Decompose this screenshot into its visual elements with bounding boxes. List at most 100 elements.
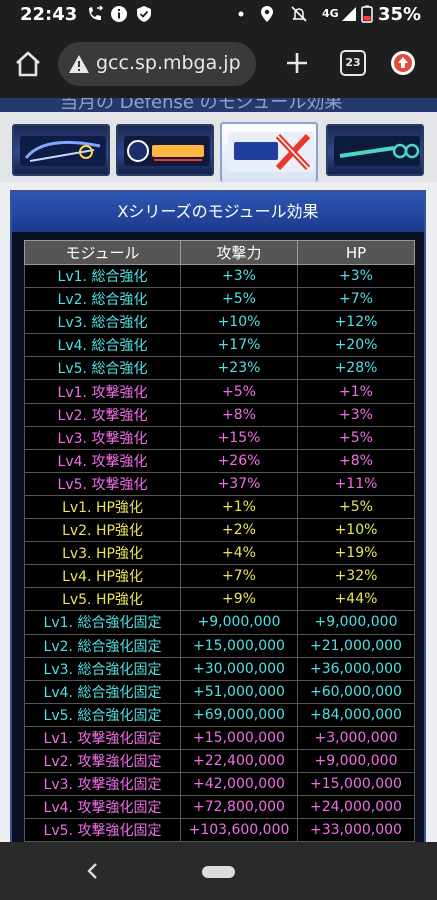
cell-attack: +1% — [180, 494, 298, 520]
cell-module: Lv5. 攻撃強化固定 — [24, 818, 181, 842]
address-bar[interactable]: gcc.sp.mbga.jp — [58, 42, 256, 86]
series-tab-strip — [0, 112, 437, 182]
call-forward-icon — [89, 5, 104, 20]
shield-icon — [137, 6, 151, 22]
cell-module: Lv1. 総合強化 — [24, 263, 181, 289]
table-row: Lv5. 攻撃強化 +37% +11% — [24, 471, 415, 496]
cell-attack: +5% — [180, 379, 298, 404]
gundam-00-logo-icon — [334, 136, 420, 166]
cell-hp: +44% — [297, 587, 415, 612]
table-row: Lv2. 総合強化 +5% +7% — [24, 287, 415, 312]
status-time: 22:43 — [20, 4, 78, 25]
tab-mobile-suit-gundam[interactable] — [116, 124, 214, 176]
web-page: 当月の Defense のモジュール効果 Xシリーズのモジュール効果 モジュール… — [0, 98, 437, 842]
status-bar: 22:43 4G 35% — [0, 0, 437, 30]
tab-gundam-seed[interactable] — [12, 124, 110, 176]
tab-gundam-00[interactable] — [326, 124, 424, 176]
table-row: Lv3. HP強化 +4% +19% — [24, 541, 415, 566]
table-row: Lv1. 総合強化 +3% +3% — [24, 263, 415, 289]
system-nav-bar — [0, 842, 437, 900]
back-icon[interactable] — [84, 860, 102, 882]
cell-attack: +10% — [180, 310, 298, 335]
location-icon — [261, 6, 273, 22]
cell-hp: +7% — [297, 287, 415, 312]
cell-hp: +24,000,000 — [297, 795, 415, 820]
cell-hp: +8% — [297, 448, 415, 473]
cell-attack: +15,000,000 — [180, 633, 298, 658]
cell-hp: +36,000,000 — [297, 656, 415, 681]
cell-module: Lv1. 攻撃強化固定 — [24, 725, 181, 750]
cell-module: Lv3. 総合強化固定 — [24, 656, 181, 681]
header-module: モジュール — [24, 240, 181, 265]
cell-module: Lv3. 総合強化 — [24, 310, 181, 335]
tabs-icon[interactable]: 23 — [340, 50, 366, 76]
cell-module: Lv3. 攻撃強化 — [24, 425, 181, 450]
cell-attack: +72,800,000 — [180, 795, 298, 820]
cell-hp: +33,000,000 — [297, 818, 415, 842]
table-row: Lv3. 攻撃強化 +15% +5% — [24, 425, 415, 450]
table-row: Lv3. 総合強化固定 +30,000,000 +36,000,000 — [24, 656, 415, 681]
cell-hp: +9,000,000 — [297, 748, 415, 774]
cell-module: Lv1. 総合強化固定 — [24, 610, 181, 635]
gundam-seed-logo-icon — [20, 136, 106, 166]
tab-count: 23 — [345, 56, 361, 69]
plus-icon[interactable] — [280, 46, 314, 80]
cell-attack: +8% — [180, 402, 298, 427]
cell-module: Lv5. 総合強化 — [24, 356, 181, 381]
cell-hp: +60,000,000 — [297, 679, 415, 704]
tab-gundam-x[interactable] — [220, 122, 318, 182]
cell-module: Lv4. 総合強化固定 — [24, 679, 181, 704]
page-header-text: 当月の Defense のモジュール効果 — [60, 98, 343, 112]
cell-attack: +23% — [180, 356, 298, 381]
table-row: Lv3. 総合強化 +10% +12% — [24, 310, 415, 335]
cell-module: Lv2. 総合強化固定 — [24, 633, 181, 658]
cell-hp: +84,000,000 — [297, 702, 415, 727]
home-pill-icon[interactable] — [202, 866, 235, 878]
cell-hp: +32% — [297, 564, 415, 589]
cell-hp: +11% — [297, 471, 415, 496]
cell-module: Lv4. 攻撃強化 — [24, 448, 181, 473]
cell-module: Lv4. HP強化 — [24, 564, 181, 589]
cell-hp: +3,000,000 — [297, 725, 415, 750]
mute-bell-icon — [291, 6, 307, 22]
table-row: Lv3. 攻撃強化固定 +42,000,000 +15,000,000 — [24, 772, 415, 797]
table-row: Lv4. 総合強化 +17% +20% — [24, 333, 415, 358]
cell-attack: +69,000,000 — [180, 702, 298, 727]
table-row: Lv4. 攻撃強化 +26% +8% — [24, 448, 415, 473]
battery-percent: 35% — [378, 4, 422, 25]
cell-module: Lv5. 総合強化固定 — [24, 702, 181, 727]
home-icon[interactable] — [12, 48, 44, 80]
table-row: Lv2. 総合強化固定 +15,000,000 +21,000,000 — [24, 633, 415, 658]
cell-attack: +5% — [180, 287, 298, 312]
browser-toolbar: gcc.sp.mbga.jp 23 — [0, 30, 437, 98]
header-attack: 攻撃力 — [180, 240, 298, 265]
table-row: Lv5. HP強化 +9% +44% — [24, 587, 415, 612]
table-body: Lv1. 総合強化 +3% +3% Lv2. 総合強化 +5% +7% Lv3. 総合強化 +… — [24, 263, 415, 842]
cell-module: Lv3. HP強化 — [24, 541, 181, 566]
warning-icon[interactable] — [68, 54, 90, 74]
table-row: Lv1. 攻撃強化 +5% +1% — [24, 379, 415, 404]
cell-hp: +5% — [297, 494, 415, 520]
url-text[interactable]: gcc.sp.mbga.jp — [96, 52, 241, 74]
cell-attack: +9% — [180, 587, 298, 612]
cell-module: Lv5. HP強化 — [24, 587, 181, 612]
cell-attack: +4% — [180, 541, 298, 566]
battery-icon — [361, 5, 373, 23]
network-type: 4G — [322, 7, 339, 20]
cell-attack: +22,400,000 — [180, 748, 298, 774]
cell-hp: +28% — [297, 356, 415, 381]
cell-attack: +2% — [180, 518, 298, 543]
cell-hp: +9,000,000 — [297, 610, 415, 635]
update-icon[interactable] — [391, 51, 415, 75]
gundam-x-logo-icon — [228, 132, 314, 172]
cell-module: Lv2. 攻撃強化固定 — [24, 748, 181, 774]
cell-hp: +20% — [297, 333, 415, 358]
cell-module: Lv3. 攻撃強化固定 — [24, 772, 181, 797]
table-row: Lv2. 攻撃強化固定 +22,400,000 +9,000,000 — [24, 748, 415, 774]
table-row: Lv2. 攻撃強化 +8% +3% — [24, 402, 415, 427]
table-row: Lv4. 攻撃強化固定 +72,800,000 +24,000,000 — [24, 795, 415, 820]
cell-hp: +19% — [297, 541, 415, 566]
panel-title: Xシリーズのモジュール効果 — [12, 192, 424, 232]
cell-module: Lv5. 攻撃強化 — [24, 471, 181, 496]
table-row: Lv4. HP強化 +7% +32% — [24, 564, 415, 589]
